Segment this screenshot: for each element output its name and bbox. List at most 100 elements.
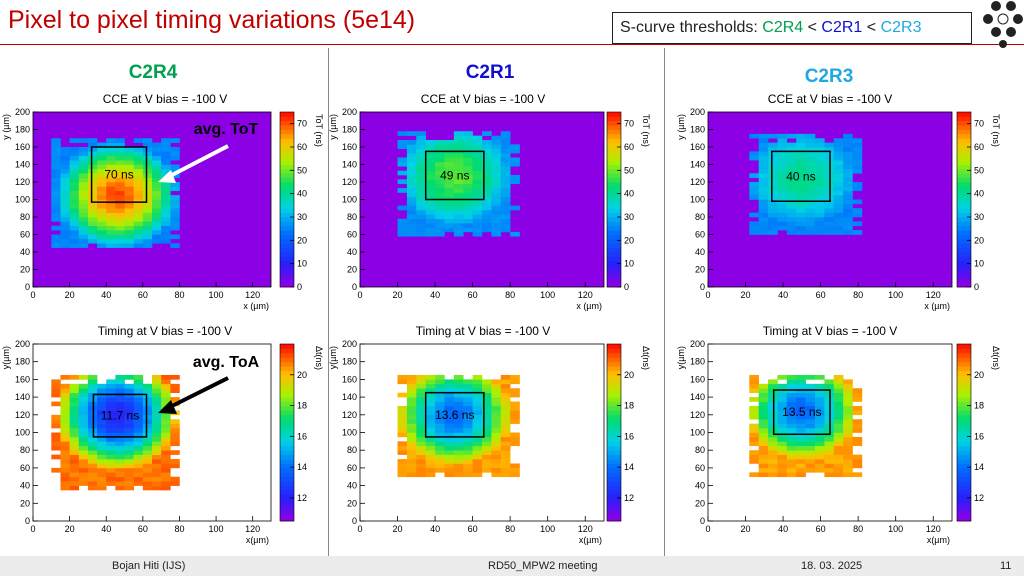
heatmap-cell [453, 414, 464, 420]
heatmap-cell [482, 432, 492, 438]
heatmap-cell [500, 401, 511, 407]
colorbar-segment [280, 217, 294, 222]
lt-sign: < [862, 19, 881, 36]
heatmap-cell [152, 212, 162, 218]
heatmap-cell [170, 217, 180, 222]
heatmap-cell [142, 160, 153, 165]
heatmap-cell [60, 463, 70, 469]
heatmap-cell [843, 138, 853, 143]
heatmap-cell [425, 170, 436, 176]
heatmap-cell [796, 160, 806, 165]
heatmap-cell [87, 138, 98, 143]
heatmap-cell [97, 445, 107, 451]
heatmap-cell [435, 157, 445, 163]
heatmap-cell [814, 230, 825, 235]
heatmap-cell [749, 230, 759, 235]
colorbar-segment [607, 423, 621, 429]
heatmap-cell [500, 463, 511, 469]
colorbar-segment [607, 432, 621, 438]
heatmap-cell [824, 190, 835, 196]
heatmap-cell [115, 414, 125, 420]
heatmap-cell [87, 459, 98, 464]
heatmap-cell [397, 179, 408, 185]
roi-label: 40 ns [786, 169, 815, 183]
y-tick-label: 40 [20, 247, 30, 257]
heatmap-cell [500, 454, 511, 460]
heatmap-cell [133, 203, 144, 209]
heatmap-cell [78, 138, 89, 143]
heatmap-cell [142, 414, 153, 420]
colorbar-segment [280, 278, 294, 284]
heatmap-cell [843, 155, 853, 161]
heatmap-cell [491, 188, 502, 193]
heatmap-cell [472, 214, 483, 220]
colorbar-segment [957, 160, 971, 165]
heatmap-cell [482, 201, 492, 206]
heatmap-cell [749, 428, 759, 433]
heatmap-cell [805, 221, 816, 227]
heatmap-cell [491, 441, 502, 447]
y-tick-label: 160 [690, 374, 705, 384]
heatmap-cell [491, 397, 502, 402]
colorbar-tick-label: 60 [624, 142, 634, 152]
heatmap-cell [60, 397, 70, 402]
y-tick-label: 120 [15, 177, 30, 187]
scurve-c2r4: C2R4 [762, 19, 804, 36]
heatmap-cell [115, 168, 125, 174]
heatmap-cell [453, 397, 464, 402]
heatmap-cell [406, 463, 417, 469]
heatmap-cell [69, 177, 80, 183]
heatmap-cell [453, 210, 464, 215]
heatmap-cell [786, 397, 797, 402]
colorbar-segment [607, 485, 621, 491]
heatmap-cell [416, 135, 426, 141]
heatmap-cell [453, 472, 464, 478]
heatmap-cell [758, 463, 769, 469]
heatmap-cell [843, 392, 853, 398]
heatmap-cell [463, 445, 473, 451]
heatmap-cell [124, 459, 134, 464]
colorbar-segment [607, 155, 621, 161]
y-tick-label: 0 [25, 282, 30, 292]
heatmap-cell [777, 374, 788, 380]
heatmap-cell [444, 472, 455, 478]
heatmap-cell [824, 428, 835, 433]
heatmap-cell [777, 203, 788, 209]
heatmap-cell [852, 419, 863, 424]
heatmap-cell [843, 472, 853, 478]
heatmap-cell [500, 423, 511, 429]
heatmap-cell [406, 467, 417, 473]
heatmap-cell [777, 177, 788, 183]
heatmap-cell [142, 405, 153, 411]
heatmap-cell [777, 182, 788, 187]
heatmap-cell [500, 419, 511, 424]
colorbar-segment [607, 212, 621, 218]
heatmap-cell [406, 218, 417, 224]
heatmap-cell [805, 459, 816, 464]
heatmap-cell [106, 221, 116, 227]
heatmap-cell [833, 208, 844, 213]
heatmap-cell [749, 472, 759, 478]
heatmap-cell [152, 195, 162, 200]
heatmap-cell [463, 450, 473, 455]
heatmap-cell [397, 467, 408, 473]
heatmap-cell [161, 454, 171, 460]
x-tick-label: 120 [578, 524, 593, 534]
heatmap-cell [416, 214, 426, 220]
heatmap-cell [60, 454, 70, 460]
heatmap-cell [161, 445, 171, 451]
heatmap-cell [805, 138, 816, 143]
heatmap-cell [397, 459, 408, 464]
colorbar-segment [280, 423, 294, 429]
heatmap-cell [133, 379, 144, 385]
heatmap-cell [133, 238, 144, 244]
colorbar-segment [607, 361, 621, 367]
heatmap-cell [124, 160, 134, 165]
heatmap-cell [768, 459, 778, 464]
heatmap-cell [60, 419, 70, 424]
y-tick-label: 120 [342, 177, 357, 187]
heatmap-cell [152, 472, 162, 478]
heatmap-cell [87, 392, 98, 398]
colorbar-segment [607, 129, 621, 135]
